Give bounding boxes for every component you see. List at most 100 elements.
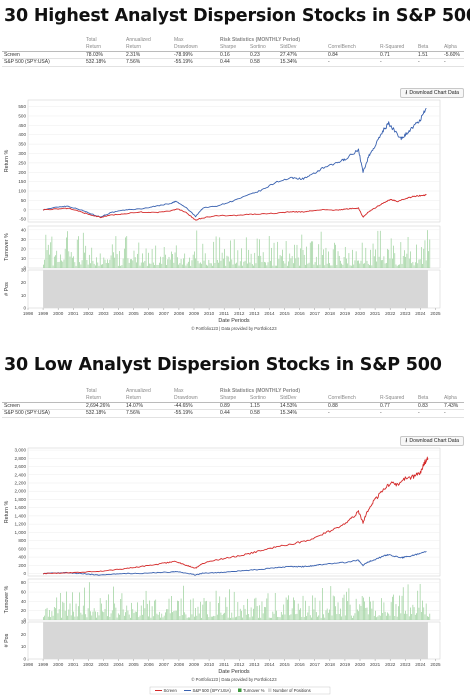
turnover-bar	[168, 598, 170, 620]
turnover-bar	[358, 611, 359, 620]
turnover-bar	[390, 238, 392, 268]
turnover-bar	[420, 247, 422, 268]
turnover-bar	[307, 612, 309, 620]
col-header: Drawdown	[172, 43, 218, 52]
turnover-bar	[144, 608, 146, 620]
turnover-bar	[370, 249, 371, 268]
row-name: Screen	[2, 402, 84, 410]
x-tick-label: 2009	[189, 311, 200, 316]
turnover-bar	[405, 256, 406, 268]
turnover-bar	[74, 262, 76, 268]
turnover-bar	[148, 616, 149, 620]
turnover-bar	[169, 613, 171, 620]
turnover-bar	[197, 260, 199, 268]
turnover-bar	[278, 616, 280, 620]
turnover-bar	[101, 264, 102, 268]
turnover-bar	[369, 265, 370, 268]
turnover-bar	[43, 617, 44, 620]
turnover-bar	[134, 257, 136, 268]
turnover-bar	[82, 605, 84, 620]
x-tick-label: 2014	[264, 662, 275, 667]
turnover-bar	[267, 262, 269, 268]
turnover-bar	[272, 265, 274, 268]
x-tick-label: 2000	[53, 311, 64, 316]
turnover-bar	[393, 245, 394, 268]
turnover-bar	[231, 612, 233, 620]
turnover-bar	[330, 265, 332, 268]
turnover-bar	[117, 265, 119, 268]
turnover-bar	[144, 260, 146, 268]
turnover-bar	[286, 599, 288, 620]
turnover-bar	[249, 617, 251, 620]
positions-tick-label: 20	[21, 632, 27, 637]
turnover-bar	[320, 231, 322, 268]
turnover-bar	[115, 236, 117, 268]
panel-highest-dispersion: 30 Highest Analyst Dispersion Stocks in …	[2, 6, 470, 98]
turnover-bar	[168, 256, 170, 268]
turnover-bar	[418, 607, 420, 620]
turnover-bar	[342, 597, 344, 620]
turnover-bar	[320, 617, 322, 620]
y-tick-label: 200	[18, 563, 26, 568]
turnover-bar	[62, 601, 64, 620]
stats-header-top: Total Annualized Max Risk Statistics (MO…	[2, 388, 464, 395]
turnover-bar	[209, 601, 211, 620]
turnover-tick-label: 0	[23, 266, 26, 271]
turnover-bar	[101, 603, 102, 620]
turnover-bar	[232, 617, 234, 620]
y-tick-label: 800	[18, 538, 26, 543]
legend-label: S&P 500 (SPY:USA)	[193, 688, 232, 693]
turnover-bar	[68, 609, 70, 620]
turnover-bar	[221, 252, 223, 268]
turnover-bar	[231, 259, 233, 268]
turnover-bar	[412, 261, 414, 268]
turnover-bar	[257, 255, 259, 268]
y-tick-label: 50	[21, 198, 27, 203]
turnover-bar	[355, 598, 357, 620]
alpha: 7.43%	[442, 402, 465, 410]
turnover-bar	[88, 582, 90, 620]
turnover-bar	[273, 613, 275, 620]
turnover-bar	[293, 597, 294, 620]
turnover-bar	[311, 241, 312, 268]
turnover-bar	[194, 251, 195, 268]
x-tick-label: 1998	[23, 311, 34, 316]
turnover-bar	[308, 605, 310, 620]
turnover-bar	[90, 263, 91, 268]
turnover-bar	[190, 599, 192, 620]
turnover-bar	[163, 615, 165, 620]
stats-header-top: Total Annualized Max Risk Statistics (MO…	[2, 37, 464, 44]
turnover-bar	[427, 230, 428, 268]
turnover-bar	[212, 265, 213, 268]
turnover-bar	[272, 611, 274, 620]
turnover-bar	[410, 607, 411, 620]
turnover-bar	[142, 253, 143, 268]
turnover-bar	[303, 617, 305, 620]
turnover-bar	[178, 264, 180, 268]
beta: -	[416, 58, 443, 67]
turnover-bar	[248, 249, 250, 268]
turnover-bar	[134, 611, 136, 620]
turnover-bar	[354, 260, 356, 268]
turnover-bar	[139, 615, 141, 620]
turnover-bar	[367, 263, 369, 268]
x-tick-label: 2016	[295, 311, 306, 316]
turnover-bar	[84, 587, 85, 620]
col-header: R-Squared	[378, 394, 417, 403]
turnover-bar	[116, 617, 118, 620]
turnover-bar	[365, 607, 367, 620]
turnover-bar	[419, 259, 421, 268]
turnover-bar	[99, 253, 101, 268]
turnover-bar	[254, 252, 256, 268]
x-tick-label: 2012	[234, 311, 245, 316]
download-chart-data-button[interactable]: ⭳ Download Chart Data	[400, 436, 464, 446]
turnover-bar	[396, 616, 398, 620]
turnover-bar	[189, 257, 190, 268]
turnover-bar	[210, 263, 212, 268]
download-chart-data-button[interactable]: ⭳ Download Chart Data	[400, 88, 464, 98]
turnover-bar	[58, 261, 60, 268]
turnover-bar	[305, 264, 306, 268]
turnover-bar	[148, 252, 149, 268]
turnover-bar	[152, 616, 154, 620]
turnover-bar	[416, 244, 417, 268]
